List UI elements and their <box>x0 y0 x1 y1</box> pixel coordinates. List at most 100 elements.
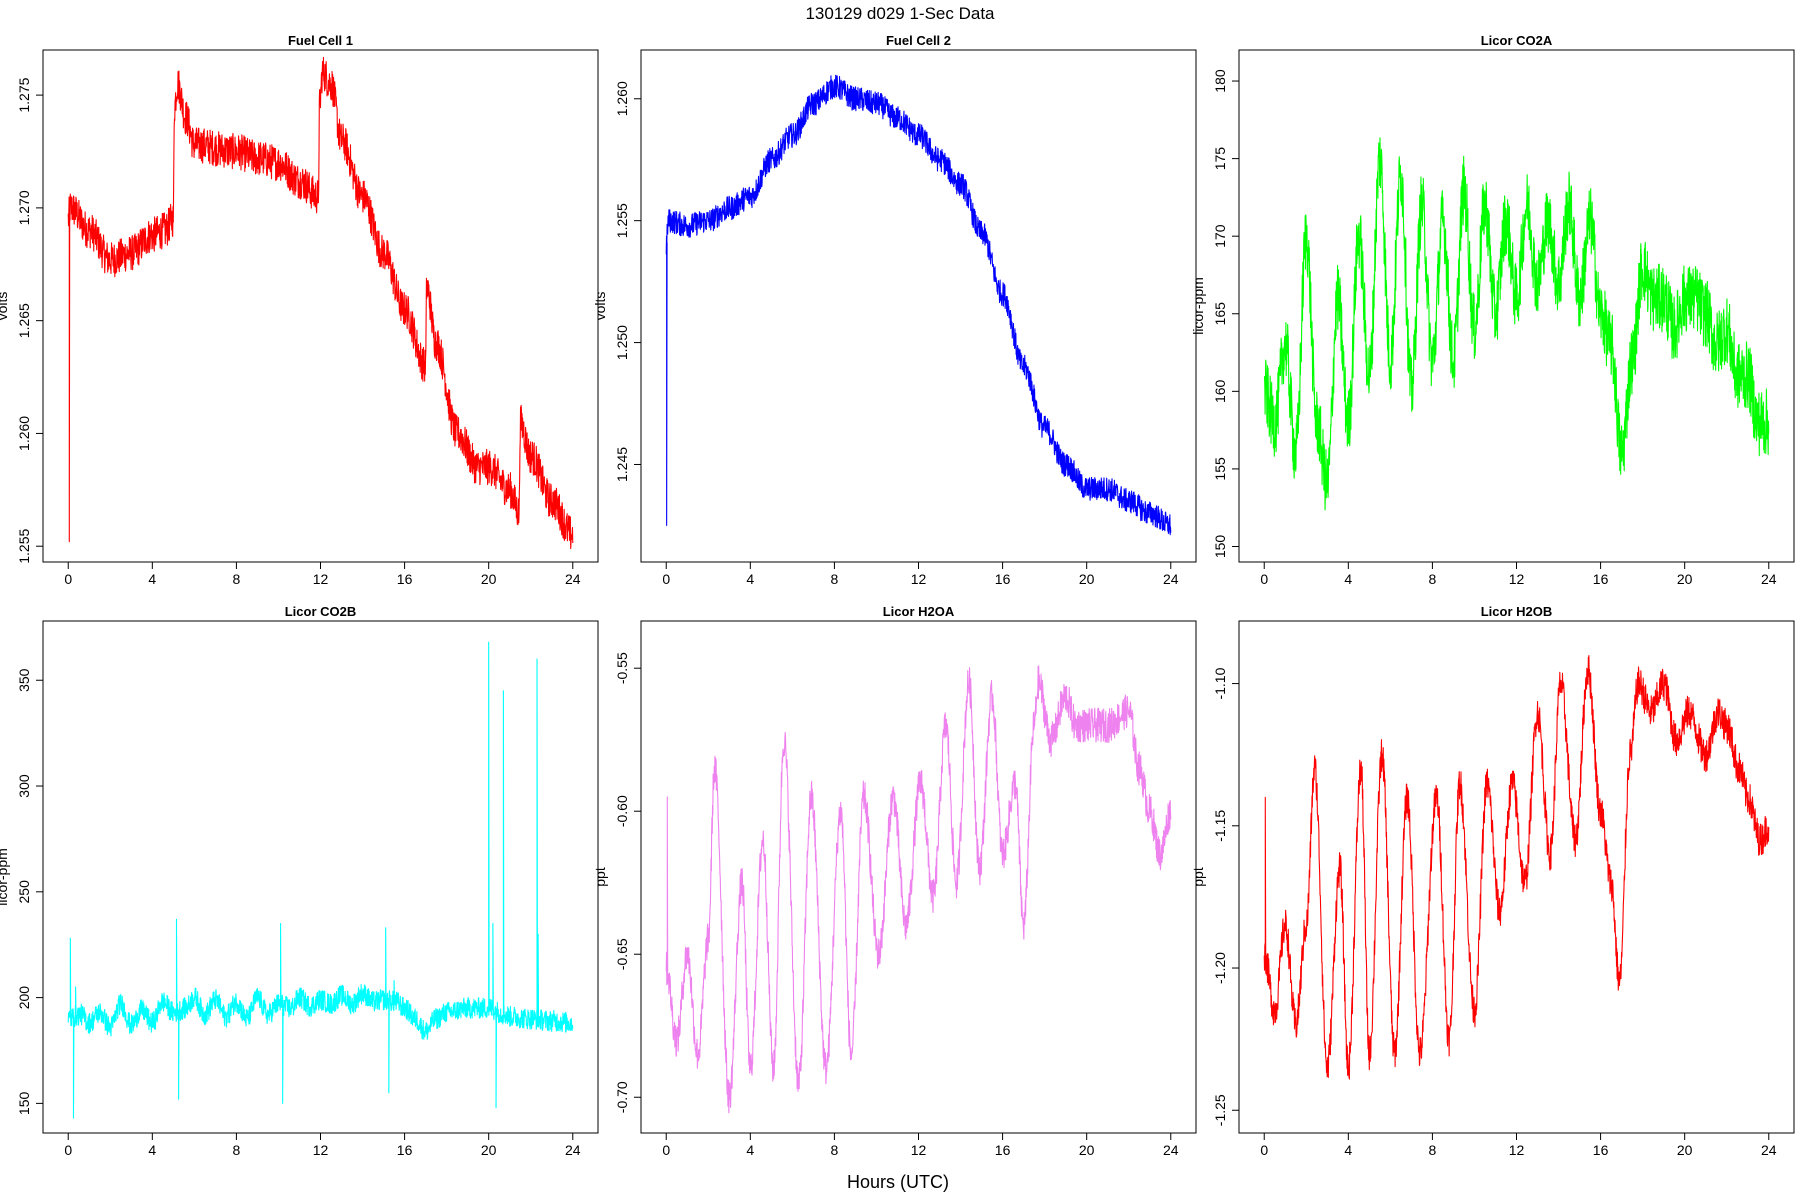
y-tick-label: 160 <box>1212 379 1228 403</box>
x-tick-label: 4 <box>746 571 754 587</box>
x-tick-label: 0 <box>662 571 670 587</box>
panel-title: Licor CO2A <box>1481 33 1553 48</box>
x-tick-label: 20 <box>481 571 497 587</box>
y-tick-label: 1.250 <box>614 325 630 360</box>
x-tick-label: 8 <box>233 571 241 587</box>
panel-title: Licor CO2B <box>285 604 357 619</box>
x-tick-label: 4 <box>746 1142 754 1158</box>
series-line <box>665 665 1172 1114</box>
x-tick-label: 4 <box>1344 1142 1352 1158</box>
y-tick-label: 300 <box>16 774 32 798</box>
y-axis-label: licor-ppm <box>0 848 10 906</box>
y-axis-label: volts <box>0 292 10 321</box>
x-tick-label: 24 <box>1163 571 1179 587</box>
x-tick-label: 8 <box>1429 1142 1437 1158</box>
y-tick-label: 1.255 <box>16 528 32 563</box>
panel-title: Licor H2OB <box>1481 604 1553 619</box>
x-tick-label: 24 <box>565 571 581 587</box>
x-tick-label: 0 <box>64 1142 72 1158</box>
x-tick-label: 12 <box>1509 571 1525 587</box>
x-tick-label: 24 <box>1163 1142 1179 1158</box>
y-tick-label: 150 <box>1212 535 1228 559</box>
y-axis-label: volts <box>592 292 608 321</box>
series-line <box>67 641 574 1119</box>
panel-title: Fuel Cell 2 <box>886 33 951 48</box>
series-line <box>1263 655 1770 1080</box>
panel-title: Licor H2OA <box>883 604 955 619</box>
x-tick-label: 16 <box>397 1142 413 1158</box>
y-tick-label: 180 <box>1212 69 1228 93</box>
x-tick-label: 12 <box>313 571 329 587</box>
x-tick-label: 12 <box>911 1142 927 1158</box>
figure-title: 130129 d029 1-Sec Data <box>805 4 995 23</box>
plot-frame <box>1238 620 1795 1134</box>
y-tick-label: -1.20 <box>1212 952 1228 984</box>
x-tick-label: 0 <box>1260 571 1268 587</box>
y-tick-label: 350 <box>16 668 32 692</box>
y-tick-label: 150 <box>16 1091 32 1115</box>
x-tick-label: 16 <box>1593 571 1609 587</box>
y-tick-label: -1.25 <box>1212 1094 1228 1126</box>
chart-panel-6: Licor H2OB ppt 0 4 8 12 16 20 24 -1.25 -1.20 -1.15 -… <box>1190 604 1795 1158</box>
y-axis-label: licor-ppm <box>1190 277 1206 335</box>
y-tick-label: -0.65 <box>614 938 630 970</box>
x-tick-label: 8 <box>1429 571 1437 587</box>
series-line <box>665 74 1172 536</box>
y-tick-label: 1.265 <box>16 303 32 338</box>
y-tick-label: 250 <box>16 880 32 904</box>
chart-panel-4: Licor CO2B licor-ppm 0 4 8 12 16 20 24 150 200 250 3… <box>0 604 599 1158</box>
x-tick-label: 8 <box>831 1142 839 1158</box>
x-tick-label: 4 <box>148 1142 156 1158</box>
y-tick-label: -1.10 <box>1212 667 1228 699</box>
y-tick-label: -0.60 <box>614 795 630 827</box>
series-line <box>1263 137 1770 511</box>
plot-frame <box>640 620 1197 1134</box>
x-tick-label: 0 <box>64 571 72 587</box>
y-tick-label: 1.245 <box>614 447 630 482</box>
chart-panel-3: Licor CO2A licor-ppm 0 4 8 12 16 20 24 150 155 160 1… <box>1190 33 1795 587</box>
x-tick-label: 0 <box>662 1142 670 1158</box>
y-tick-label: 1.255 <box>614 203 630 238</box>
x-tick-label: 20 <box>1677 571 1693 587</box>
y-tick-label: 155 <box>1212 457 1228 481</box>
chart-panel-5: Licor H2OA ppt 0 4 8 12 16 20 24 -0.70 -0.65 -0.60 -… <box>592 604 1197 1158</box>
y-tick-label: -0.55 <box>614 652 630 684</box>
x-tick-label: 8 <box>831 571 839 587</box>
y-tick-label: 170 <box>1212 224 1228 248</box>
x-tick-label: 16 <box>1593 1142 1609 1158</box>
y-tick-label: -0.70 <box>614 1081 630 1113</box>
x-tick-label: 16 <box>397 571 413 587</box>
x-tick-label: 12 <box>313 1142 329 1158</box>
y-tick-label: 1.275 <box>16 77 32 112</box>
y-tick-label: 1.260 <box>16 416 32 451</box>
x-tick-label: 24 <box>1761 571 1777 587</box>
x-tick-label: 12 <box>1509 1142 1525 1158</box>
y-tick-label: -1.15 <box>1212 810 1228 842</box>
x-tick-label: 16 <box>995 1142 1011 1158</box>
x-tick-label: 20 <box>1079 571 1095 587</box>
y-tick-label: 165 <box>1212 302 1228 326</box>
x-tick-label: 8 <box>233 1142 241 1158</box>
x-tick-label: 24 <box>565 1142 581 1158</box>
x-tick-label: 20 <box>481 1142 497 1158</box>
x-tick-label: 12 <box>911 571 927 587</box>
y-tick-label: 1.270 <box>16 190 32 225</box>
x-tick-label: 4 <box>148 571 156 587</box>
y-tick-label: 175 <box>1212 147 1228 171</box>
chart-panel-2: Fuel Cell 2 volts 0 4 8 12 16 20 24 1.245 1.250 1.2… <box>592 33 1197 587</box>
x-tick-label: 20 <box>1677 1142 1693 1158</box>
series-line <box>67 56 574 550</box>
x-tick-label: 4 <box>1344 571 1352 587</box>
y-tick-label: 200 <box>16 986 32 1010</box>
x-tick-label: 0 <box>1260 1142 1268 1158</box>
chart-panels: Fuel Cell 1 volts 0 4 8 12 16 20 24 1.255 1.260 1.2… <box>0 33 1795 1158</box>
chart-panel-1: Fuel Cell 1 volts 0 4 8 12 16 20 24 1.255 1.260 1.2… <box>0 33 599 587</box>
x-tick-label: 20 <box>1079 1142 1095 1158</box>
figure-xlabel: Hours (UTC) <box>847 1172 949 1192</box>
y-tick-label: 1.260 <box>614 81 630 116</box>
x-tick-label: 16 <box>995 571 1011 587</box>
x-tick-label: 24 <box>1761 1142 1777 1158</box>
plot-frame <box>42 620 599 1134</box>
